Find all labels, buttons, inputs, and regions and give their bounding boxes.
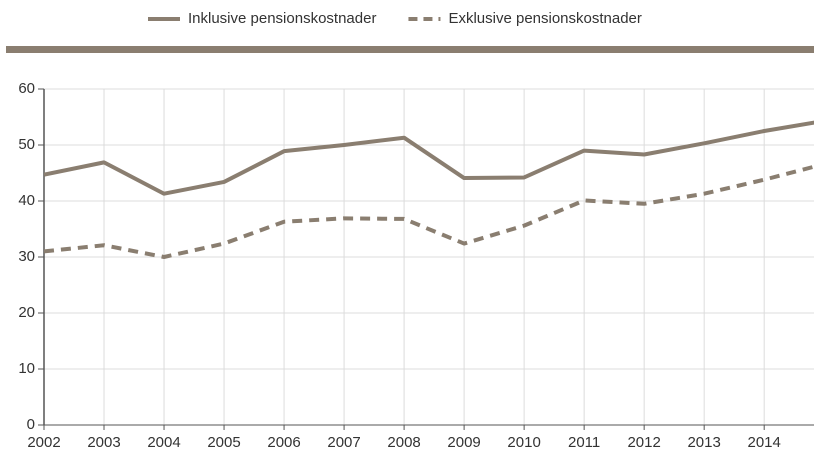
y-tick-label: 30 <box>18 248 35 265</box>
plot-area <box>44 120 814 259</box>
x-tick-label: 2011 <box>568 434 600 451</box>
x-tick-label: 2010 <box>507 434 540 451</box>
legend-label: Exklusive pensionskostnader <box>448 10 641 27</box>
x-tick-label: 2008 <box>387 434 420 451</box>
line-series <box>44 164 814 259</box>
x-tick-label: 2014 <box>747 434 780 451</box>
y-tick-label: 40 <box>18 192 35 209</box>
y-tick-label: 10 <box>18 360 35 377</box>
x-tick-label: 2004 <box>147 434 180 451</box>
x-tick-label: 2006 <box>267 434 300 451</box>
y-tick-label: 20 <box>18 304 35 321</box>
legend-separator <box>6 46 814 53</box>
x-tick-label: 2013 <box>687 434 720 451</box>
x-tick-label: 2003 <box>87 434 120 451</box>
y-tick-label: 50 <box>18 136 35 153</box>
x-tick-label: 2002 <box>27 434 60 451</box>
line-series <box>44 120 814 196</box>
x-tick-label: 2009 <box>447 434 480 451</box>
x-tick-label: 2007 <box>327 434 360 451</box>
x-tick-label: 2005 <box>207 434 240 451</box>
y-tick-label: 0 <box>27 416 35 433</box>
x-tick-label: 2012 <box>627 434 660 451</box>
legend-label: Inklusive pensionskostnader <box>188 10 376 27</box>
y-tick-label: 60 <box>18 80 35 97</box>
